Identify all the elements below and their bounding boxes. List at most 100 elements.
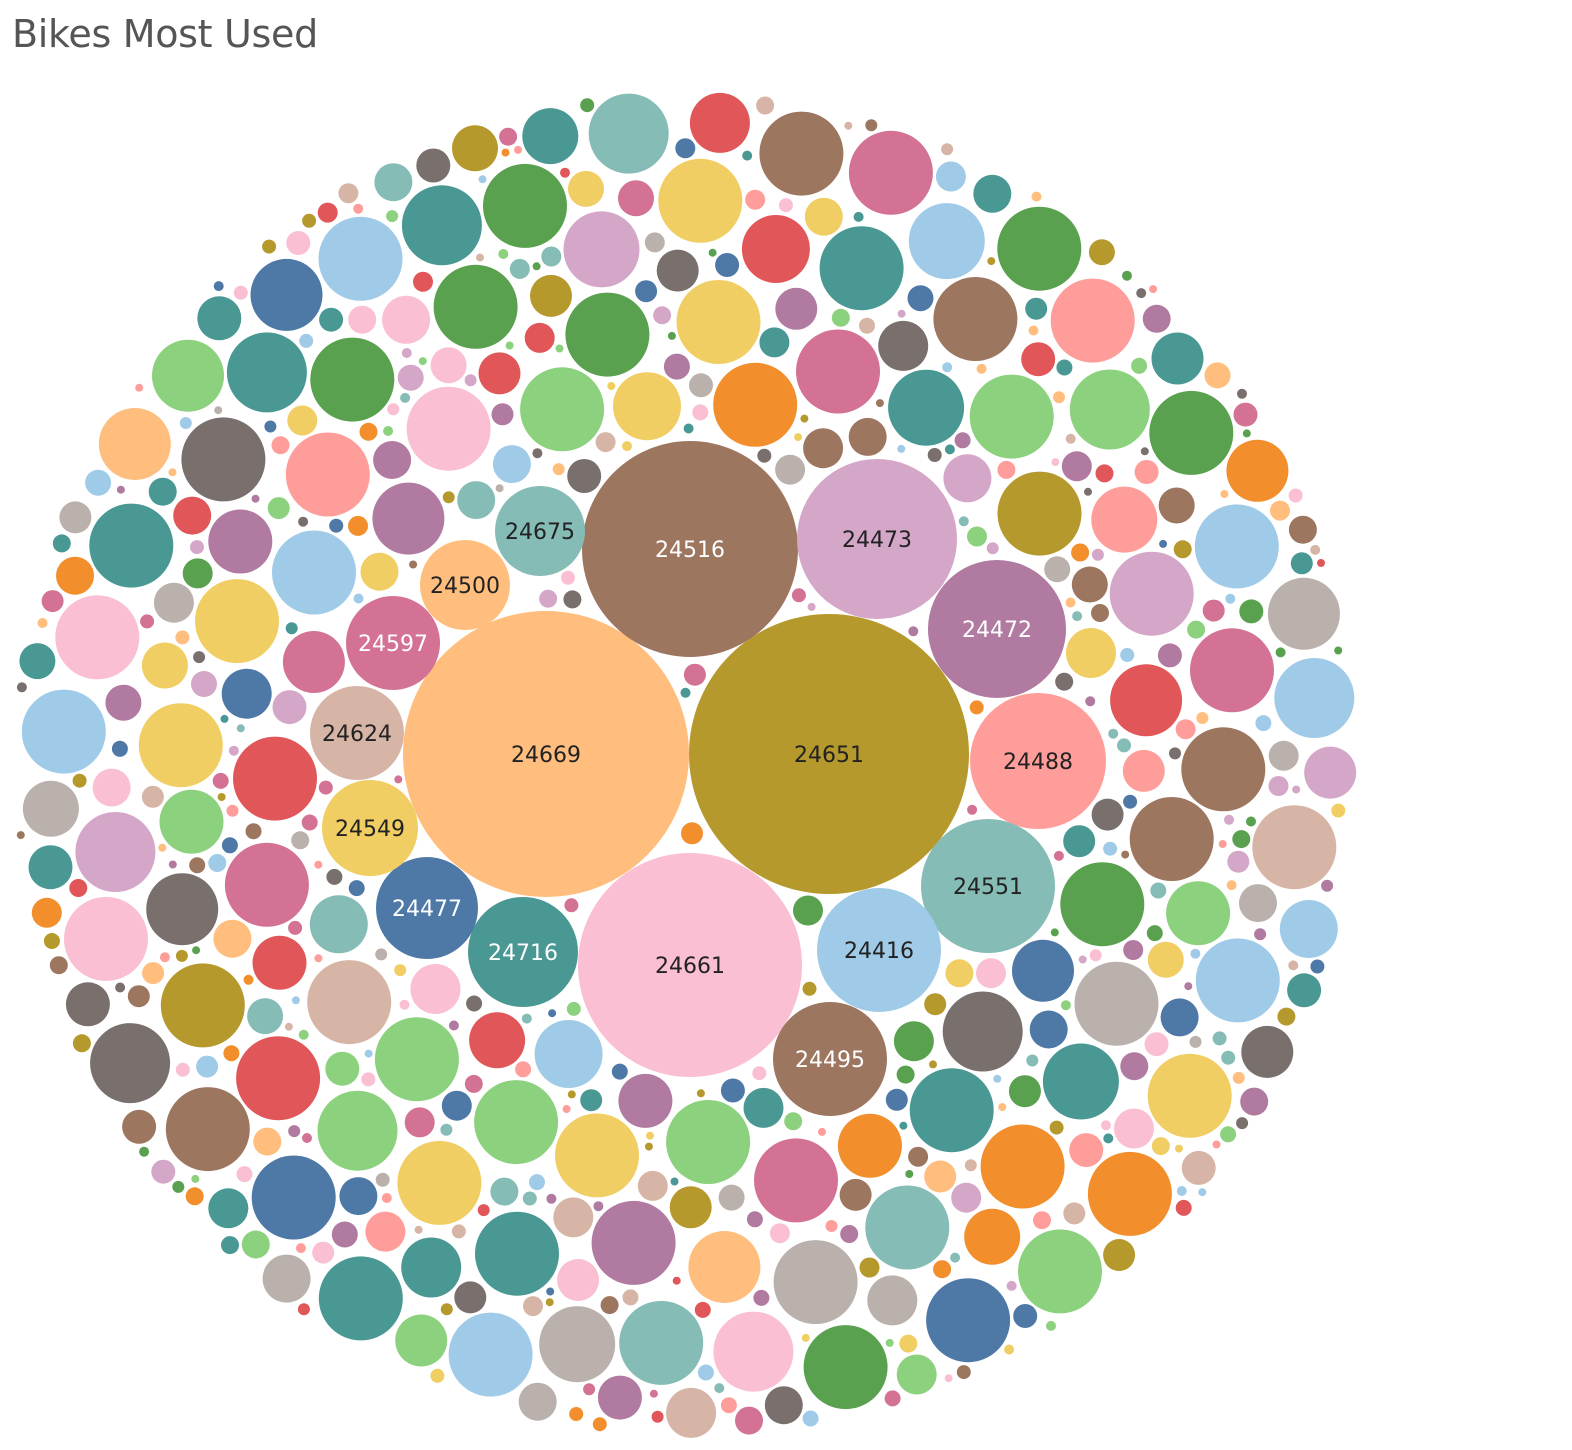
bubble-mark [757,448,772,463]
bubble-mark [253,1127,282,1156]
bubble-mark [49,956,68,975]
bubble-mark [288,920,303,935]
bubble-mark [539,1306,616,1383]
bubble-mark [348,305,377,334]
bubble-mark [1198,1188,1207,1197]
bubble-mark [245,823,262,840]
bubble-mark [580,1089,603,1112]
bubble-mark [192,946,201,955]
bubble-mark [464,1074,483,1093]
bubble-mark [742,150,753,161]
bubble-mark [713,1311,794,1392]
bubble-mark [1317,559,1325,567]
bubble-mark [127,985,150,1008]
bubble-mark [1202,599,1225,622]
bubble-mark [1212,1031,1227,1046]
bubble-mark [442,491,455,504]
bubble-mark [683,663,706,686]
bubble-mark [897,309,906,318]
bubble-mark [897,444,906,453]
bubble-mark [318,780,333,795]
bubble-24624: 24624 [310,686,404,780]
bubble-mark-24661 [578,853,802,1077]
bubble-mark [672,1276,681,1285]
bubble-mark [298,1029,309,1040]
bubble-mark [1232,1071,1245,1084]
bubble-mark [1053,850,1064,861]
bubble-mark [361,1072,376,1087]
bubble-mark [1157,643,1182,668]
bubble-mark [122,1109,157,1144]
bubble-mark [221,1236,239,1255]
bubble-mark [302,1133,312,1143]
bubble-mark [236,1166,253,1183]
bubble-mark [491,403,514,426]
bubble-mark [1114,1108,1154,1149]
bubble-mark [944,444,955,455]
bubble-mark [1184,982,1193,991]
bubble-mark [291,831,310,850]
bubble-mark [1044,556,1071,583]
bubble-mark [476,253,484,262]
bubble-mark [532,448,543,459]
bubble-mark [197,296,242,341]
bubble-label-24624: 24624 [322,722,392,747]
bubble-mark [172,1180,185,1193]
bubble-mark [848,130,933,215]
bubble-mark [1173,540,1192,559]
bubble-mark [90,1023,171,1104]
bubble-mark [1274,658,1355,738]
bubble-mark [743,1087,784,1128]
bubble-mark [401,1237,462,1298]
bubble-mark [21,689,106,774]
bubble-mark [1277,1007,1296,1026]
bubble-mark [31,897,62,928]
bubble-mark [1236,1117,1249,1130]
bubble-mark-24495 [773,1002,887,1116]
bubble-mark [1240,1087,1269,1116]
bubble-mark [878,320,929,371]
bubble-mark [16,682,27,693]
bubble-mark [291,996,300,1005]
bubble-mark [1060,1000,1071,1011]
bubble-mark [196,1055,219,1078]
bubble-mark [567,1090,576,1099]
bubble-mark [1053,391,1065,404]
bubble-mark [993,1074,1002,1083]
bubble-mark [651,1410,664,1423]
bubble-mark [653,306,672,325]
bubble-mark [372,482,445,555]
bubble-mark [564,898,579,913]
bubble-mark [942,362,953,373]
bubble-mark [339,1177,378,1216]
bubble-mark [474,1080,559,1165]
bubble-mark [1246,816,1256,827]
bubble-mark [1288,488,1303,503]
bubble-mark [1288,960,1299,971]
bubble-mark [115,982,126,993]
bubble-mark [329,518,344,533]
bubble-mark [618,1073,673,1128]
bubble-mark [976,363,987,374]
bubble-24488: 24488 [970,693,1106,829]
bubble-mark [168,860,177,869]
bubble-mark [56,556,94,595]
bubble-mark [933,1260,952,1279]
bubble-mark [175,949,188,962]
bubble-mark [264,420,277,433]
bubble-mark [1069,1133,1104,1168]
bubble-mark [430,347,467,384]
bubble-label-24549: 24549 [335,817,405,842]
bubble-mark [1055,672,1074,691]
bubble-mark [591,1200,676,1285]
bubble-mark [964,1208,1021,1265]
bubble-mark [907,285,934,312]
bubble-mark [353,593,364,604]
bubble-mark [189,857,206,874]
bubble-24516: 24516 [582,441,798,657]
bubble-mark [1146,925,1163,942]
bubble-mark [92,768,131,807]
bubble-mark [980,1124,1065,1209]
bubble-mark [52,534,71,553]
bubble-mark [1227,850,1250,873]
